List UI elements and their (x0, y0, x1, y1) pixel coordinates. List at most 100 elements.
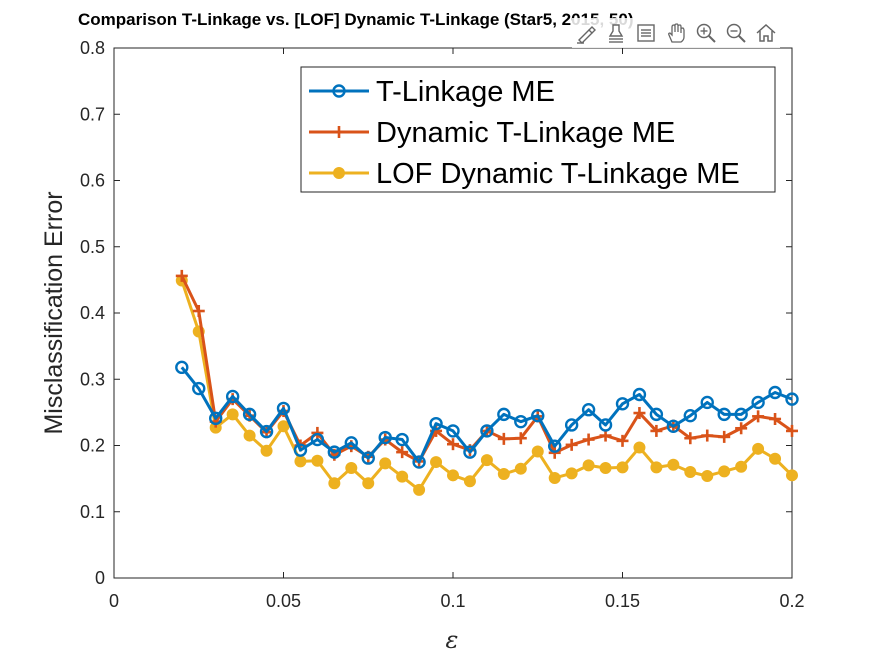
data-point (226, 408, 239, 421)
data-point (225, 389, 240, 404)
data-point (310, 432, 325, 447)
x-tick-label: 0 (109, 591, 119, 611)
data-point (514, 432, 527, 445)
data-point (430, 456, 443, 469)
data-point (447, 469, 459, 482)
data-point (531, 445, 544, 458)
x-tick-label: 0.1 (440, 591, 465, 611)
data-point (752, 410, 765, 423)
data-point (769, 413, 782, 425)
data-point (446, 424, 460, 438)
axes-toolbar (572, 18, 780, 48)
legend-label: Dynamic T-Linkage ME (376, 117, 675, 149)
data-point (327, 445, 342, 459)
data-point (192, 381, 206, 396)
data-point (650, 424, 663, 437)
x-tick-label: 0.2 (779, 591, 804, 611)
legend-button[interactable] (632, 19, 660, 47)
data-point (208, 411, 223, 426)
data-point (497, 467, 510, 480)
data-point (684, 466, 697, 478)
data-point (633, 441, 646, 454)
data-point (616, 461, 629, 474)
y-tick-label: 0.6 (80, 171, 105, 191)
x-tick-label: 0.05 (266, 591, 301, 611)
data-point (361, 451, 375, 465)
zoom-in-button[interactable] (692, 19, 720, 47)
brush-icon (577, 26, 596, 44)
data-point (786, 469, 798, 482)
data-point (735, 422, 748, 435)
data-point (599, 462, 612, 475)
data-point (785, 392, 799, 406)
data-point (581, 403, 596, 417)
brush-button[interactable] (572, 19, 600, 47)
data-point (582, 433, 595, 446)
series-1 (175, 360, 799, 469)
data-point (447, 438, 459, 451)
y-axis-label: Misclassification Error (40, 191, 68, 434)
y-tick-label: 0.7 (80, 104, 105, 124)
data-point (344, 436, 358, 450)
y-tick-label: 0.4 (80, 303, 105, 323)
data-point (666, 419, 681, 433)
data-point (480, 454, 493, 467)
data-point (463, 475, 476, 488)
data-point (396, 470, 409, 483)
data-point (564, 418, 579, 432)
chart-title: Comparison T-Linkage vs. [LOF] Dynamic T… (78, 10, 634, 29)
data-point (548, 471, 561, 484)
y-tick-label: 0.5 (80, 237, 105, 257)
data-point (412, 455, 426, 469)
home-icon (756, 23, 776, 42)
data-point (514, 414, 528, 429)
legend-icon (637, 24, 655, 42)
data-point (480, 424, 494, 438)
data-point (345, 462, 358, 475)
y-tick-label: 0.1 (80, 502, 105, 522)
data-point (497, 407, 511, 422)
data-point (582, 459, 595, 472)
y-tick-label: 0.8 (80, 38, 105, 58)
data-point (293, 443, 308, 457)
zoom-out-icon (726, 23, 746, 43)
data-point (752, 442, 765, 455)
data-point (700, 395, 714, 410)
legend-label: LOF Dynamic T-Linkage ME (376, 158, 740, 190)
data-point (463, 445, 477, 459)
data-point (598, 418, 613, 432)
data-point (259, 424, 274, 439)
pan-button[interactable] (662, 19, 690, 47)
data-point (396, 446, 409, 459)
data-point (684, 432, 697, 445)
legend-marker (333, 167, 345, 179)
legend-marker (332, 84, 346, 98)
data-point (497, 432, 510, 445)
data-point (395, 432, 409, 447)
data-point (192, 305, 205, 318)
data-point (768, 385, 782, 400)
series-line (180, 366, 793, 464)
data-point (379, 457, 392, 470)
zoom-out-button[interactable] (722, 19, 750, 47)
x-axis-label: ε (446, 626, 459, 654)
legend-marker (333, 126, 345, 138)
y-tick-label: 0 (95, 568, 105, 588)
data-point (734, 407, 748, 422)
data-point (243, 429, 256, 442)
data-point (701, 469, 714, 482)
data-point (429, 416, 443, 431)
data-point (616, 434, 629, 447)
data-point (701, 429, 714, 442)
data-point (548, 439, 562, 453)
data-point (531, 408, 545, 423)
data-point (717, 407, 731, 422)
data-tip-button[interactable] (602, 19, 630, 47)
data-point (633, 407, 646, 420)
home-button[interactable] (752, 19, 780, 47)
y-tick-label: 0.2 (80, 436, 105, 456)
data-point (328, 477, 341, 490)
data-point (615, 397, 630, 411)
